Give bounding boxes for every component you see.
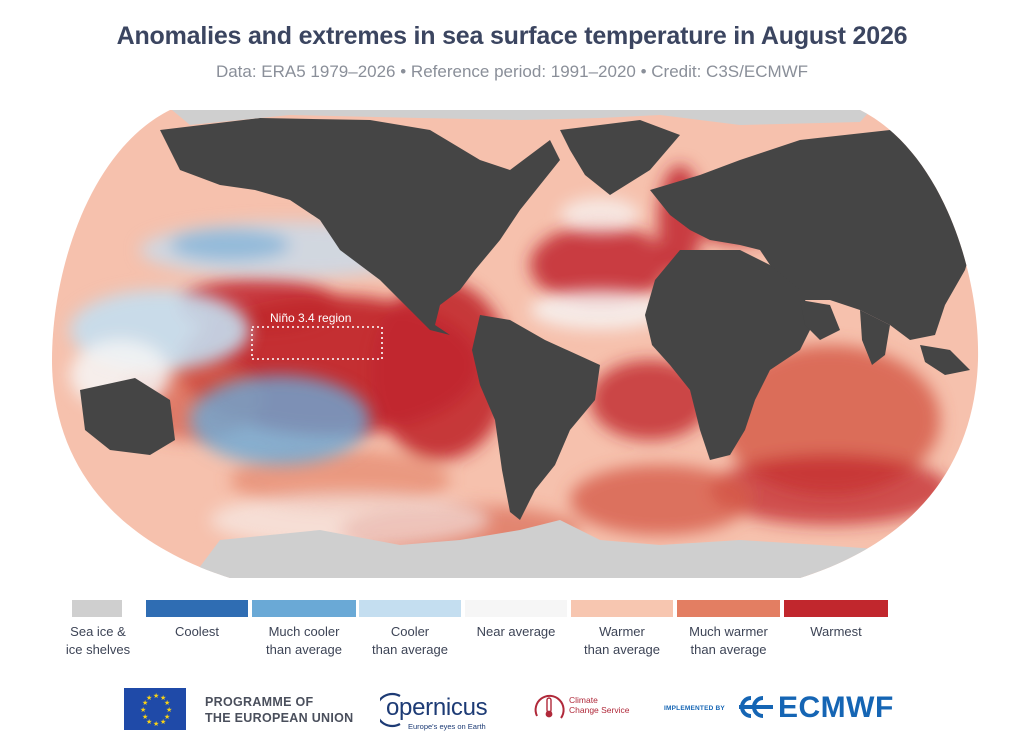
legend-label-warmer-line2: than average (584, 642, 660, 657)
eu-stars-icon: ★ ★★ ★★★ ★★★ ★★★ (140, 692, 172, 728)
svg-text:★: ★ (146, 718, 152, 726)
c3s-text: Climate Change Service (569, 695, 629, 715)
ecmwf-waves-icon (739, 696, 773, 718)
legend-label-warmer: Warmer than average (571, 623, 673, 659)
land-se-asia (920, 345, 970, 375)
svg-text:★: ★ (142, 699, 148, 707)
legend-swatch-warmest (784, 600, 888, 617)
svg-text:★: ★ (146, 694, 152, 702)
svg-text:★: ★ (153, 692, 159, 700)
legend-label-ice-line2: ice shelves (65, 642, 131, 657)
land-layer (80, 118, 979, 520)
legend: Sea ice & ice shelves Coolest Much coole… (66, 600, 898, 670)
legend-label-near-average-line1: Near average (476, 624, 556, 639)
legend-label-near-average: Near average (465, 623, 567, 641)
legend-label-coolest-line1: Coolest (174, 624, 220, 639)
land-australia (80, 378, 175, 455)
legend-label-warmest: Warmest (784, 623, 888, 641)
chart-title: Anomalies and extremes in sea surface te… (116, 22, 908, 50)
legend-swatch-cooler (359, 600, 461, 617)
svg-text:★: ★ (160, 718, 166, 726)
legend-swatch-warmer (571, 600, 673, 617)
copernicus-wordmark: opernicus (386, 694, 488, 721)
c3s-text-line2: Change Service (569, 705, 630, 715)
legend-label-warmest-line1: Warmest (810, 624, 862, 639)
ecmwf-mark-icon (737, 694, 775, 720)
ice-layer (160, 110, 890, 578)
implemented-by-text: IMPLEMENTED BY (664, 705, 725, 712)
map-svg: Niño 3.4 region (52, 110, 979, 578)
svg-text:★: ★ (164, 713, 170, 721)
eu-text-line2: THE EUROPEAN UNION (205, 711, 354, 725)
copernicus-logo: opernicus Europe's eyes on Earth (380, 688, 510, 732)
land-north-america (160, 118, 560, 335)
copernicus-tagline: Europe's eyes on Earth (408, 722, 486, 731)
legend-label-much-warmer-line2: than average (690, 642, 767, 657)
legend-label-much-warmer: Much warmer than average (677, 623, 780, 659)
svg-text:★: ★ (164, 699, 170, 707)
legend-swatch-much-warmer (677, 600, 780, 617)
legend-label-much-cooler-line1: Much cooler (268, 624, 340, 639)
nino34-box (251, 326, 383, 360)
legend-label-much-warmer-line1: Much warmer (689, 624, 768, 639)
legend-label-cooler-line2: than average (372, 642, 448, 657)
eu-programme-text: PROGRAMME OF THE EUROPEAN UNION (205, 694, 353, 726)
chart-subtitle: Data: ERA5 1979–2026 • Reference period:… (215, 62, 809, 81)
c3s-text-line1: Climate (569, 695, 598, 705)
land-greenland (560, 120, 680, 195)
legend-label-much-cooler: Much cooler than average (252, 623, 356, 659)
legend-label-ice-line1: Sea ice & (70, 624, 126, 639)
legend-swatch-coolest (146, 600, 248, 617)
land-arabia (800, 300, 840, 340)
legend-label-much-cooler-line2: than average (266, 642, 342, 657)
c3s-logo: Climate Change Service (533, 686, 643, 730)
nino34-label: Niño 3.4 region (270, 311, 351, 325)
legend-label-cooler: Cooler than average (359, 623, 461, 659)
eu-flag-icon: ★ ★ ★ ★ ★ ★ ★ ★ ★ ★ ★ ★ (124, 688, 186, 730)
svg-text:★: ★ (166, 706, 172, 714)
legend-swatch-ice (72, 600, 122, 617)
legend-label-ice: Sea ice & ice shelves (58, 623, 138, 659)
land-africa (645, 250, 815, 460)
footer-logos: ★ ★ ★ ★ ★ ★ ★ ★ ★ ★ ★ ★ PROGRAMME OF THE EUROPEA… (0, 680, 1024, 735)
ecmwf-wordmark: ECMWF (778, 691, 894, 724)
eu-text-line1: PROGRAMME OF (205, 695, 314, 709)
svg-text:★: ★ (142, 713, 148, 721)
climate-thermometer-icon (534, 694, 565, 719)
copernicus-arc-icon (380, 692, 401, 728)
legend-swatch-much-cooler (252, 600, 356, 617)
legend-swatch-near-average (465, 600, 567, 617)
ocean-layer (52, 110, 979, 578)
legend-label-warmer-line1: Warmer (599, 624, 645, 639)
land-south-america (472, 315, 600, 520)
svg-text:★: ★ (153, 720, 159, 728)
antarctic-ice (190, 520, 890, 578)
land-eurasia (650, 130, 979, 340)
arctic-ice (160, 110, 880, 125)
svg-text:★: ★ (160, 694, 166, 702)
legend-label-coolest: Coolest (146, 623, 248, 641)
land-india (860, 310, 890, 365)
svg-text:★: ★ (140, 706, 146, 714)
world-map: Niño 3.4 region (40, 100, 990, 590)
legend-label-cooler-line1: Cooler (390, 624, 430, 639)
